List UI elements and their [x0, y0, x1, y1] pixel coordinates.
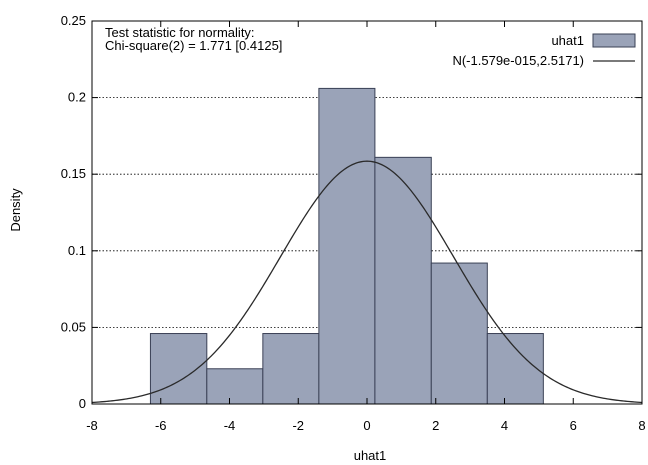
x-tick-label-1: -6 — [155, 418, 167, 433]
legend-swatch-uhat1 — [592, 33, 636, 48]
normality-test-statistic: Chi-square(2) = 1.771 [0.4125] — [105, 38, 282, 53]
x-tick-label-0: -8 — [86, 418, 98, 433]
y-axis-label: Density — [8, 188, 23, 232]
histogram-bar-6 — [430, 262, 488, 405]
histogram-bars — [149, 87, 544, 405]
x-tick-label-7: 6 — [570, 418, 577, 433]
legend-label-normal: N(-1.579e-015,2.5171) — [452, 53, 584, 68]
histogram-bar-2 — [206, 368, 264, 405]
legend: uhat1 N(-1.579e-015,2.5171) — [452, 33, 636, 68]
y-tick-label-5: 0.25 — [61, 13, 86, 28]
x-tick-label-2: -4 — [224, 418, 236, 433]
x-axis-label: uhat1 — [354, 448, 387, 463]
x-tick-label-6: 4 — [501, 418, 508, 433]
legend-label-uhat1: uhat1 — [551, 33, 584, 48]
y-tick-label-4: 0.2 — [68, 90, 86, 105]
x-tick-label-5: 2 — [432, 418, 439, 433]
histogram-bar-4 — [318, 87, 376, 405]
normality-test-title: Test statistic for normality: — [105, 25, 255, 40]
x-tick-label-4: 0 — [363, 418, 370, 433]
y-tick-label-0: 0 — [79, 396, 86, 411]
y-tick-label-2: 0.1 — [68, 243, 86, 258]
histogram-bar-7 — [486, 333, 544, 405]
tick-labels: 0 0.05 0.1 0.15 0.2 0.25 -8 -6 -4 -2 0 2 4 6 8 — [61, 13, 646, 433]
normal-curve-layer — [91, 160, 643, 404]
x-tick-label-8: 8 — [638, 418, 645, 433]
normal-curve — [91, 160, 643, 404]
histogram-bar-1 — [149, 333, 208, 405]
histogram-bar-5 — [374, 156, 432, 405]
histogram-bar-3 — [262, 333, 320, 405]
y-tick-label-3: 0.15 — [61, 166, 86, 181]
y-tick-label-1: 0.05 — [61, 319, 86, 334]
x-tick-label-3: -2 — [292, 418, 304, 433]
axes-layer — [91, 20, 643, 405]
